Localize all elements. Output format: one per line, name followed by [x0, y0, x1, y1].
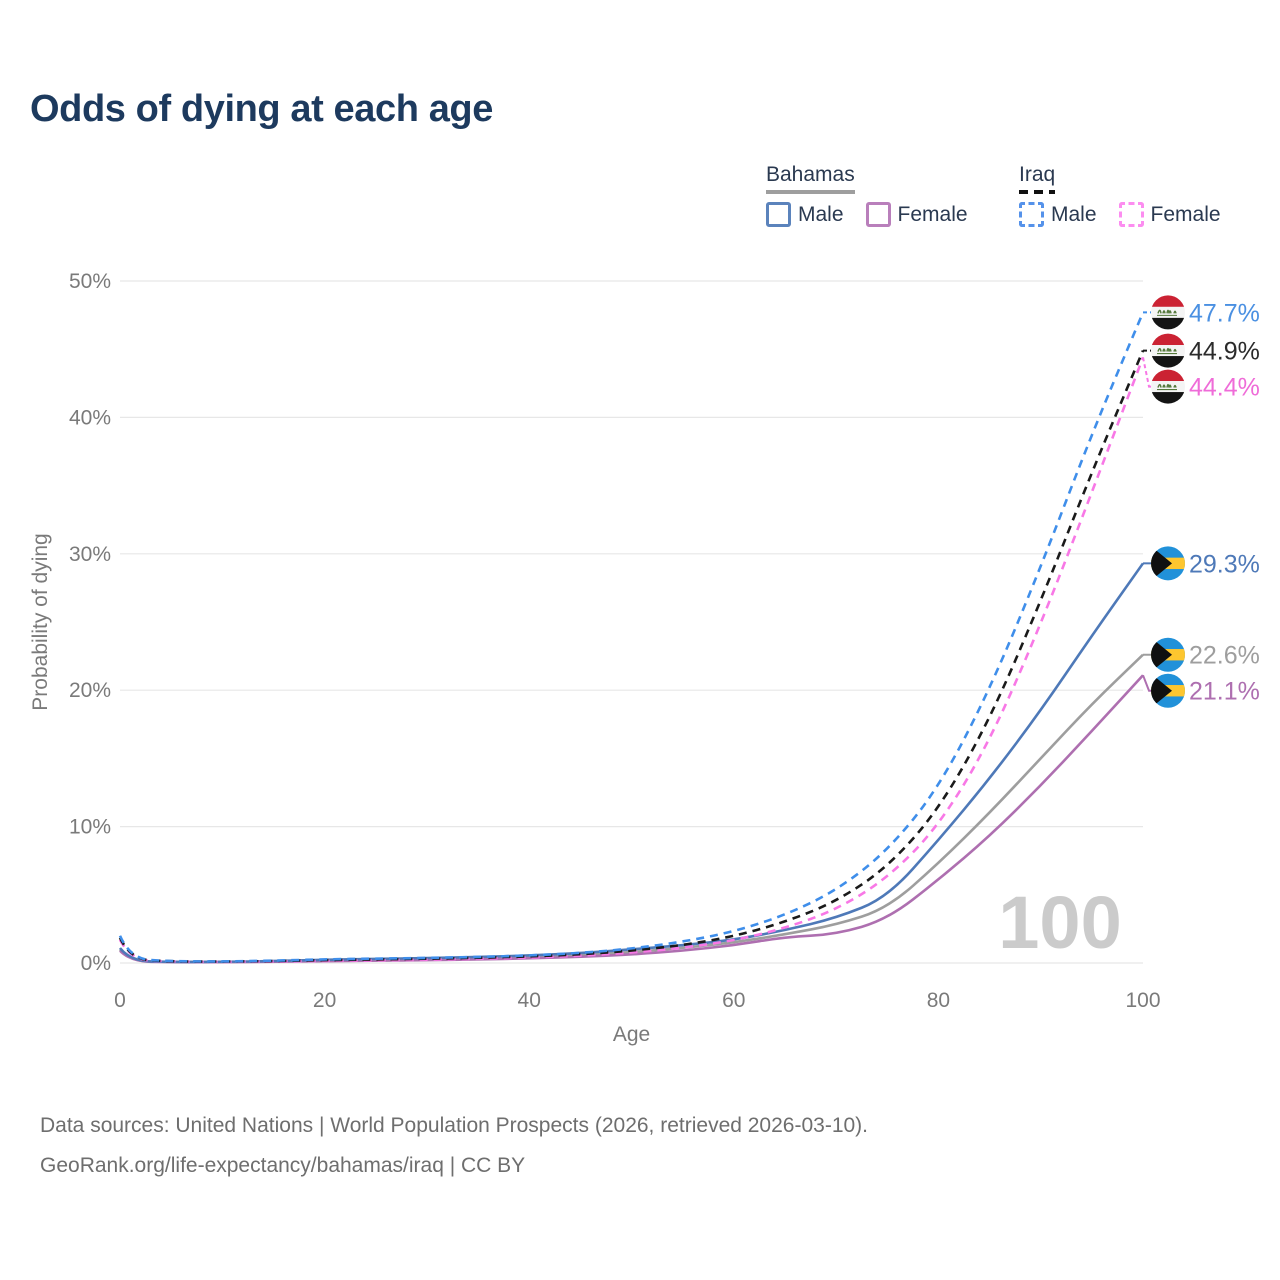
- legend-group-iraq: Iraq Male Female: [1019, 163, 1221, 227]
- iraq-flag-icon: [1151, 333, 1185, 368]
- legend-item-bahamas-male[interactable]: Male: [766, 202, 844, 227]
- legend-group-bahamas: Bahamas Male Female: [766, 163, 968, 227]
- x-tick-label: 0: [114, 989, 126, 1012]
- bahamas-female-swatch-icon: [865, 202, 891, 227]
- series-line-iraq-male: [118, 311, 1145, 963]
- iraq-both-line-swatch-icon: [1019, 190, 1056, 194]
- x-tick-label: 80: [927, 989, 950, 1012]
- legend-item-iraq-female[interactable]: Female: [1118, 202, 1221, 227]
- end-label-bahamas-female: 21.1%: [1189, 678, 1260, 706]
- x-tick-label: 20: [313, 989, 336, 1012]
- x-tick-label: 100: [1125, 989, 1160, 1012]
- legend-country-bahamas[interactable]: Bahamas: [766, 163, 855, 194]
- legend-item-iraq-male-label: Male: [1051, 202, 1097, 226]
- series-line-iraq-female: [118, 356, 1145, 964]
- end-label-connector-iraq-female: [1142, 357, 1151, 388]
- bahamas-both-line-swatch-icon: [766, 190, 855, 194]
- legend-item-bahamas-male-label: Male: [798, 202, 844, 226]
- legend-country-iraq-label: Iraq: [1019, 163, 1056, 186]
- end-label-bahamas-male: 29.3%: [1189, 550, 1260, 578]
- y-axis-title: Probability of dying: [29, 533, 52, 710]
- footer-attribution: GeoRank.org/life-expectancy/bahamas/iraq…: [40, 1153, 526, 1177]
- y-tick-label: 30%: [69, 543, 111, 566]
- y-tick-label: 10%: [69, 816, 111, 839]
- bahamas-flag-icon: [1151, 673, 1185, 708]
- bahamas-male-swatch-icon: [766, 202, 791, 227]
- end-label-iraq-female: 44.4%: [1189, 374, 1260, 402]
- hover-age-watermark: 100: [998, 881, 1121, 964]
- bahamas-flag-icon: [1151, 637, 1185, 672]
- iraq-female-swatch-icon: [1118, 202, 1144, 227]
- y-tick-label: 20%: [69, 679, 111, 702]
- iraq-male-swatch-icon: [1019, 202, 1044, 227]
- legend-item-iraq-male[interactable]: Male: [1019, 202, 1097, 227]
- x-axis-title: Age: [613, 1023, 650, 1046]
- legend-item-bahamas-female[interactable]: Female: [865, 202, 968, 227]
- x-tick-label: 40: [518, 989, 541, 1012]
- y-tick-label: 0%: [81, 952, 111, 975]
- x-tick-label: 60: [722, 989, 745, 1012]
- end-label-iraq-both: 44.9%: [1189, 338, 1260, 366]
- end-label-iraq-male: 47.7%: [1189, 299, 1260, 327]
- footer: Data sources: United Nations | World Pop…: [40, 1106, 868, 1186]
- plot-area[interactable]: [120, 246, 1143, 963]
- legend-item-bahamas-female-label: Female: [897, 202, 968, 226]
- footer-data-sources: Data sources: United Nations | World Pop…: [40, 1114, 869, 1137]
- page-title: Odds of dying at each age: [30, 88, 493, 130]
- iraq-flag-icon: [1151, 369, 1185, 404]
- legend-country-bahamas-label: Bahamas: [766, 163, 855, 186]
- legend-country-iraq[interactable]: Iraq: [1019, 163, 1056, 194]
- end-label-bahamas-both: 22.6%: [1189, 642, 1260, 670]
- y-tick-label: 40%: [69, 406, 111, 429]
- iraq-flag-icon: [1151, 295, 1185, 330]
- y-tick-label: 50%: [69, 270, 111, 293]
- legend: Bahamas Male Female Iraq: [0, 163, 1280, 243]
- bahamas-flag-icon: [1151, 546, 1185, 581]
- legend-item-iraq-female-label: Female: [1150, 202, 1221, 226]
- end-label-connector-bahamas-female: [1142, 674, 1151, 692]
